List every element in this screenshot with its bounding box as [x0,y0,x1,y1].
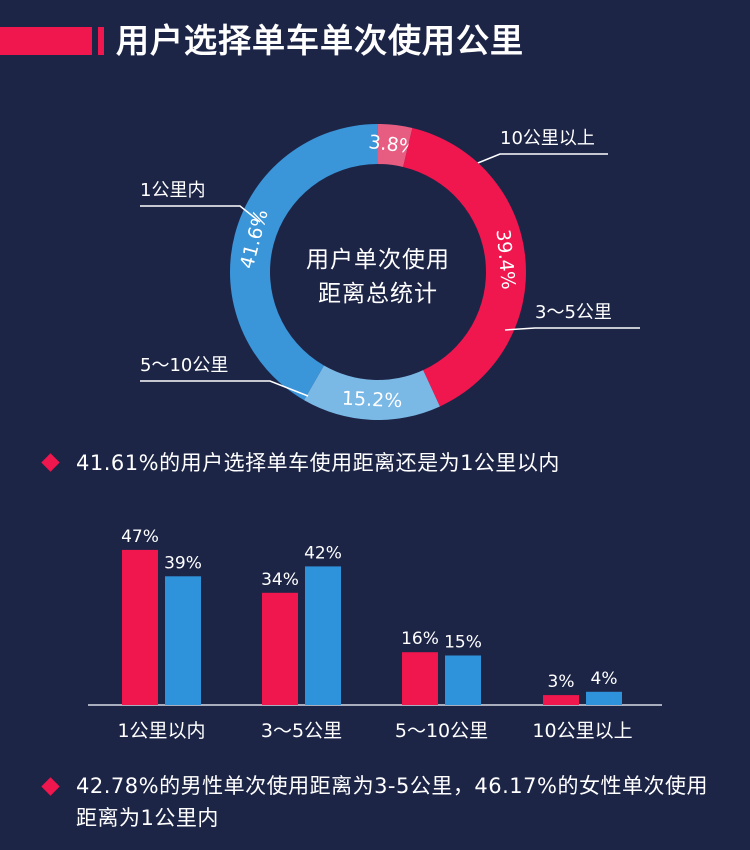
donut-category-label-4: 5～10公里 [140,355,228,376]
donut-slice-2 [377,123,413,167]
donut-center-label-2: 距离总统计 [318,281,438,307]
bar-category-label-4: 10公里以上 [532,720,632,742]
bar-category-label-1: 1公里以内 [117,720,205,742]
note-2: 42.78%的男性单次使用距离为3-5公里，46.17%的女性单次使用距离为1公… [41,770,718,834]
bar-value-label-1-2: 34% [261,570,299,590]
title-accent-bar [0,27,92,55]
donut-center-label-1: 用户单次使用 [306,247,450,273]
bar-category-label-2: 3～5公里 [261,720,342,742]
note-1-text: 41.61%的用户选择单车使用距离还是为1公里以内 [76,451,560,475]
bar-value-label-2-4: 4% [591,669,618,689]
bar-value-label-2-3: 15% [444,633,482,653]
donut-leader-line-1 [140,205,261,223]
bar-series-1-3 [402,652,438,705]
donut-leader-line-3 [504,327,640,331]
bar-value-label-1-1: 47% [121,527,159,547]
note-1: 41.61%的用户选择单车使用距离还是为1公里以内 [41,447,708,479]
bar-value-label-1-4: 3% [548,672,575,692]
bar-series-2-4 [586,691,622,705]
bar-series-1-4 [543,695,579,705]
donut-leader-line-2 [467,153,608,168]
bar-series-1-2 [262,592,298,705]
donut-value-label-4: 15.2% [341,387,402,412]
bar-series-2-1 [165,576,201,705]
donut-leader-line-4 [140,380,309,397]
note-2-text: 42.78%的男性单次使用距离为3-5公里，46.17%的女性单次使用距离为1公… [76,774,708,830]
bar-value-label-2-1: 39% [164,553,202,573]
bar-series-2-3 [445,655,481,705]
title-accent-tick [98,27,104,55]
bar-category-label-3: 5～10公里 [395,720,488,742]
bar-series-2-2 [305,566,341,705]
donut-slice-1 [230,124,378,401]
bar-series-1-1 [122,549,158,705]
title-bar: 用户选择单车单次使用公里 [0,19,750,63]
donut-category-label-2: 10公里以上 [500,128,595,149]
donut-slice-3 [403,128,526,407]
donut-category-label-1: 1公里内 [140,180,205,201]
bar-value-label-1-3: 16% [401,629,439,649]
bar-value-label-2-2: 42% [304,543,342,563]
bar-chart: 47%39% 1公里以内 34%42% 3～5公里 16% 15% 5～10公里 3% 4% 10… [88,527,662,742]
donut-slice-4 [304,365,440,420]
donut-category-label-3: 3～5公里 [535,302,612,323]
page-title: 用户选择单车单次使用公里 [116,21,524,60]
